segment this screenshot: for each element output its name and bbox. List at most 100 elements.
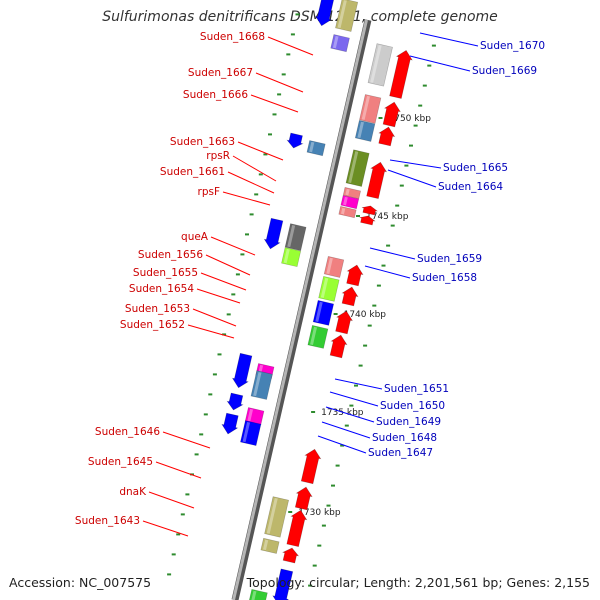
gene-feature [300,448,322,485]
gene-arrow [329,334,348,359]
gene-label-reverse: Suden_1659 [417,253,482,265]
gene-label-reverse: Suden_1658 [412,272,477,284]
tick-mark-outer [367,324,372,327]
tick-mark-outer [340,444,345,447]
gene-feature [312,300,335,326]
gene-feature [244,407,265,426]
scale-tick [378,117,383,119]
scale-label: 1730 kbp [298,508,341,518]
tick-mark-inner [217,353,222,356]
gene-box [318,276,340,302]
gene-feature [329,334,348,359]
tick-mark-inner [245,233,249,236]
gene-box-shine [283,248,290,264]
gene-feature [286,509,308,548]
gene-box [240,420,262,446]
gene-feature [272,568,294,600]
tick-mark-inner [167,573,172,576]
gene-feature [250,370,273,400]
label-leader [409,55,471,72]
tick-mark-outer [326,504,331,507]
gene-arrow [361,205,378,216]
label-leader [255,72,304,93]
tick-mark-outer [372,304,377,307]
gene-box [354,119,376,142]
label-leader [329,391,379,407]
tick-mark-inner [281,73,286,76]
tick-mark-outer [349,404,354,407]
tick-mark-inner [286,53,291,56]
gene-box [312,300,335,326]
gene-label-forward: Suden_1656 [138,249,203,261]
gene-label-forward: Suden_1661 [160,166,225,178]
gene-arrow [378,126,396,147]
gene-label-forward: Suden_1653 [125,303,190,315]
gene-box [284,223,307,251]
gene-feature [366,161,388,200]
scale-tick [288,511,293,513]
tick-mark-inner [240,253,245,256]
gene-box-shine [326,257,333,275]
tick-mark-inner [268,133,272,136]
gene-feature [389,49,413,99]
gene-box-shine [320,277,329,298]
tick-mark-outer [312,564,317,567]
gene-box-shine [345,188,350,196]
gene-arrow [366,161,388,200]
gene-feature [264,496,290,538]
tick-mark-outer [431,44,436,47]
gene-label-forward: Suden_1646 [95,426,160,438]
tick-mark-inner [263,153,268,156]
gene-feature [323,255,345,278]
gene-feature [367,43,393,87]
gene-feature [338,206,357,219]
tick-mark-outer [321,524,326,527]
tick-mark-inner [208,393,213,396]
gene-box-shine [332,35,339,49]
gene-label-reverse: Suden_1664 [438,181,503,193]
gene-label-reverse: Suden_1650 [380,400,445,412]
gene-box-shine [370,45,382,83]
gene-label-forward: Suden_1654 [129,283,194,295]
gene-feature [359,215,376,226]
label-leader [267,36,314,56]
gene-feature [382,101,401,128]
gene-arrow [286,509,308,548]
scale-label: 1750 kbp [389,114,432,124]
gene-box [281,247,302,268]
tick-mark-outer [390,224,395,227]
gene-box-shine [361,95,370,120]
gene-arrow [341,286,359,307]
gene-label-forward: Suden_1666 [183,89,248,101]
gene-feature [226,392,244,411]
gene-feature [294,486,313,511]
label-leader [205,254,251,276]
gene-box [264,496,290,538]
gene-arrow [382,101,401,128]
gene-feature [306,140,326,157]
gene-feature [318,276,340,302]
tick-mark-outer [422,84,427,87]
gene-feature [359,94,382,124]
tick-mark-inner [203,413,208,416]
gene-feature [346,264,364,287]
gene-label-forward: Suden_1652 [120,319,185,331]
label-leader [210,236,256,256]
gene-feature [247,588,268,600]
gene-box [247,588,268,600]
tick-mark-inner [235,273,240,276]
gene-feature [281,247,302,268]
label-leader [196,288,241,304]
label-leader [162,431,211,449]
gene-box-shine [340,207,346,215]
tick-mark-inner [176,533,181,536]
tick-mark-outer [376,284,381,287]
gene-feature [335,0,359,32]
gene-feature [286,132,304,149]
tick-mark-outer [308,584,313,587]
tick-mark-inner [212,373,217,376]
tick-mark-inner [185,493,190,496]
label-leader [222,191,271,206]
gene-box [250,370,273,400]
gene-box [338,206,357,219]
